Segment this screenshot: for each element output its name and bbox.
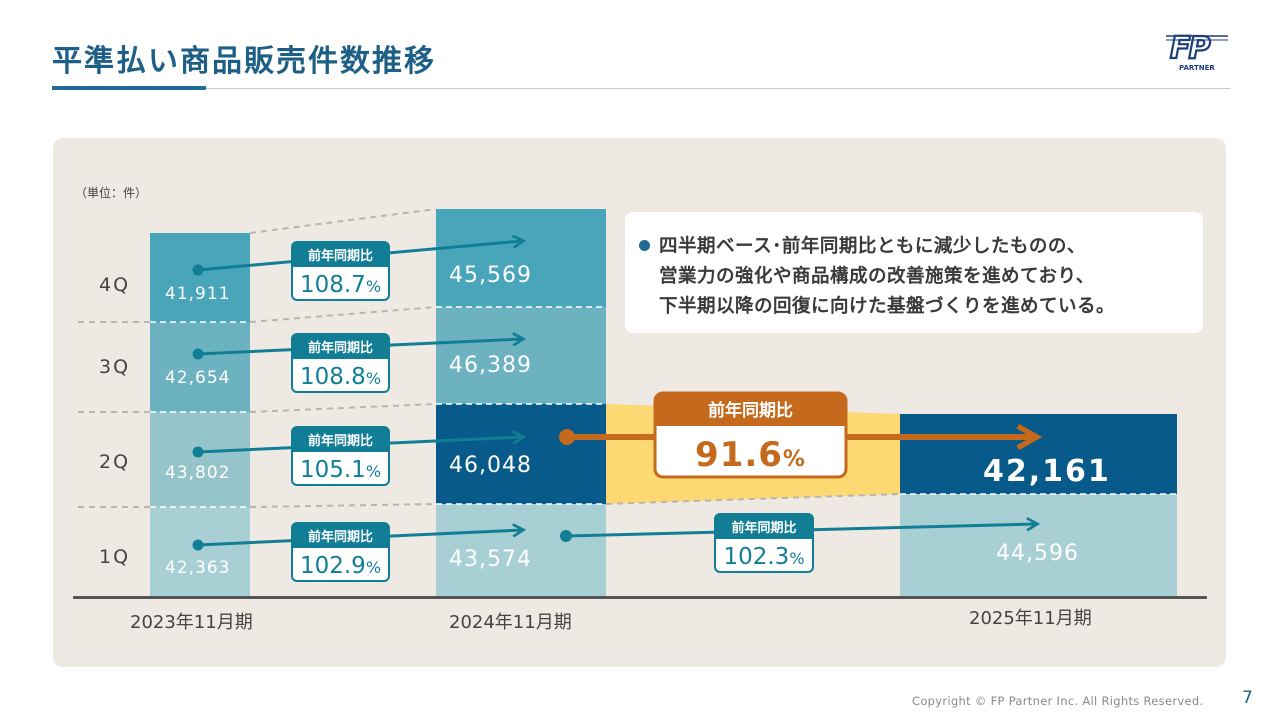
bar-segment	[150, 412, 250, 507]
arrow-dot	[559, 429, 575, 445]
copyright: Copyright © FP Partner Inc. All Rights R…	[912, 694, 1204, 708]
arrow-dot	[560, 530, 572, 542]
title-divider	[52, 88, 1230, 89]
arrow-dot	[192, 539, 204, 551]
quarter-label: 1Q	[99, 546, 130, 568]
yoy-badge-label: 前年同期比	[308, 248, 373, 264]
note-line-3: 下半期以降の回復に向けた基盤づくりを進めている。	[659, 296, 1116, 317]
yoy-badge-label: 前年同期比	[308, 340, 373, 356]
yoy-badge-header	[292, 334, 389, 359]
yoy-value: 102.9%	[300, 553, 381, 579]
bar-segment	[150, 233, 250, 322]
category-label: 2024年11月期	[449, 612, 572, 633]
value-label: 43,802	[165, 463, 230, 483]
bullet-icon	[639, 240, 650, 251]
value-label: 44,596	[996, 541, 1079, 566]
x-axis	[73, 596, 1207, 599]
yoy-badge-label: 前年同期比	[308, 433, 373, 449]
arrow-dot	[192, 348, 204, 360]
grid-line	[249, 208, 437, 234]
quarter-label: 2Q	[99, 451, 130, 473]
fp-partner-logo: FP PARTNER	[1166, 30, 1228, 72]
yoy-badge-header	[292, 242, 389, 267]
bar-segment	[436, 209, 606, 307]
bar-segment	[436, 404, 606, 504]
quarter-label: 4Q	[99, 274, 130, 296]
yoy-badge-label: 前年同期比	[731, 520, 796, 536]
yoy-value-highlight: 91.6%	[695, 435, 806, 475]
note-line-1: 四半期ベース･前年同期比ともに減少したものの、	[659, 236, 1086, 257]
category-label: 2025年11月期	[969, 608, 1092, 629]
value-label: 43,574	[449, 547, 532, 572]
bar-segment	[150, 507, 250, 596]
summary-note: 四半期ベース･前年同期比ともに減少したものの、 営業力の強化や商品構成の改善施策…	[625, 212, 1203, 333]
yoy-value: 102.3%	[723, 544, 804, 570]
value-label: 42,161	[983, 454, 1111, 489]
grid-line	[249, 306, 437, 323]
yoy-badge-label: 前年同期比	[308, 529, 373, 545]
yoy-badge-header	[292, 427, 389, 452]
yoy-value: 108.7%	[300, 272, 381, 298]
grid-line	[249, 403, 437, 413]
bar-segment	[436, 504, 606, 596]
title-accent-bar	[52, 86, 206, 90]
yoy-value: 108.8%	[300, 364, 381, 390]
grid-line	[605, 493, 901, 505]
yoy-value: 105.1%	[300, 457, 381, 483]
quarter-label: 3Q	[99, 356, 130, 378]
category-label: 2023年11月期	[130, 612, 253, 633]
unit-label: （単位：件）	[75, 185, 147, 200]
bar-segment	[436, 307, 606, 404]
note-line-2: 営業力の強化や商品構成の改善施策を進めており、	[659, 266, 1095, 287]
value-label: 42,363	[165, 558, 230, 578]
value-label: 42,654	[165, 368, 230, 388]
value-label: 46,048	[449, 453, 532, 478]
bar-segment	[150, 322, 250, 412]
grid-line	[249, 503, 437, 508]
logo-text: PARTNER	[1179, 64, 1215, 72]
page-number: 7	[1242, 688, 1253, 708]
yoy-badge-header	[292, 523, 389, 548]
bar-segment	[900, 494, 1177, 596]
arrow-dot	[192, 264, 204, 276]
arrow-dot	[192, 446, 204, 458]
yoy-badge-label: 前年同期比	[708, 400, 793, 421]
value-label: 41,911	[165, 284, 230, 304]
page-title: 平準払い商品販売件数推移	[52, 44, 436, 79]
yoy-badge-header	[655, 393, 846, 426]
value-label: 45,569	[449, 263, 532, 288]
yoy-badge-header	[715, 514, 813, 539]
value-label: 46,389	[449, 353, 532, 378]
